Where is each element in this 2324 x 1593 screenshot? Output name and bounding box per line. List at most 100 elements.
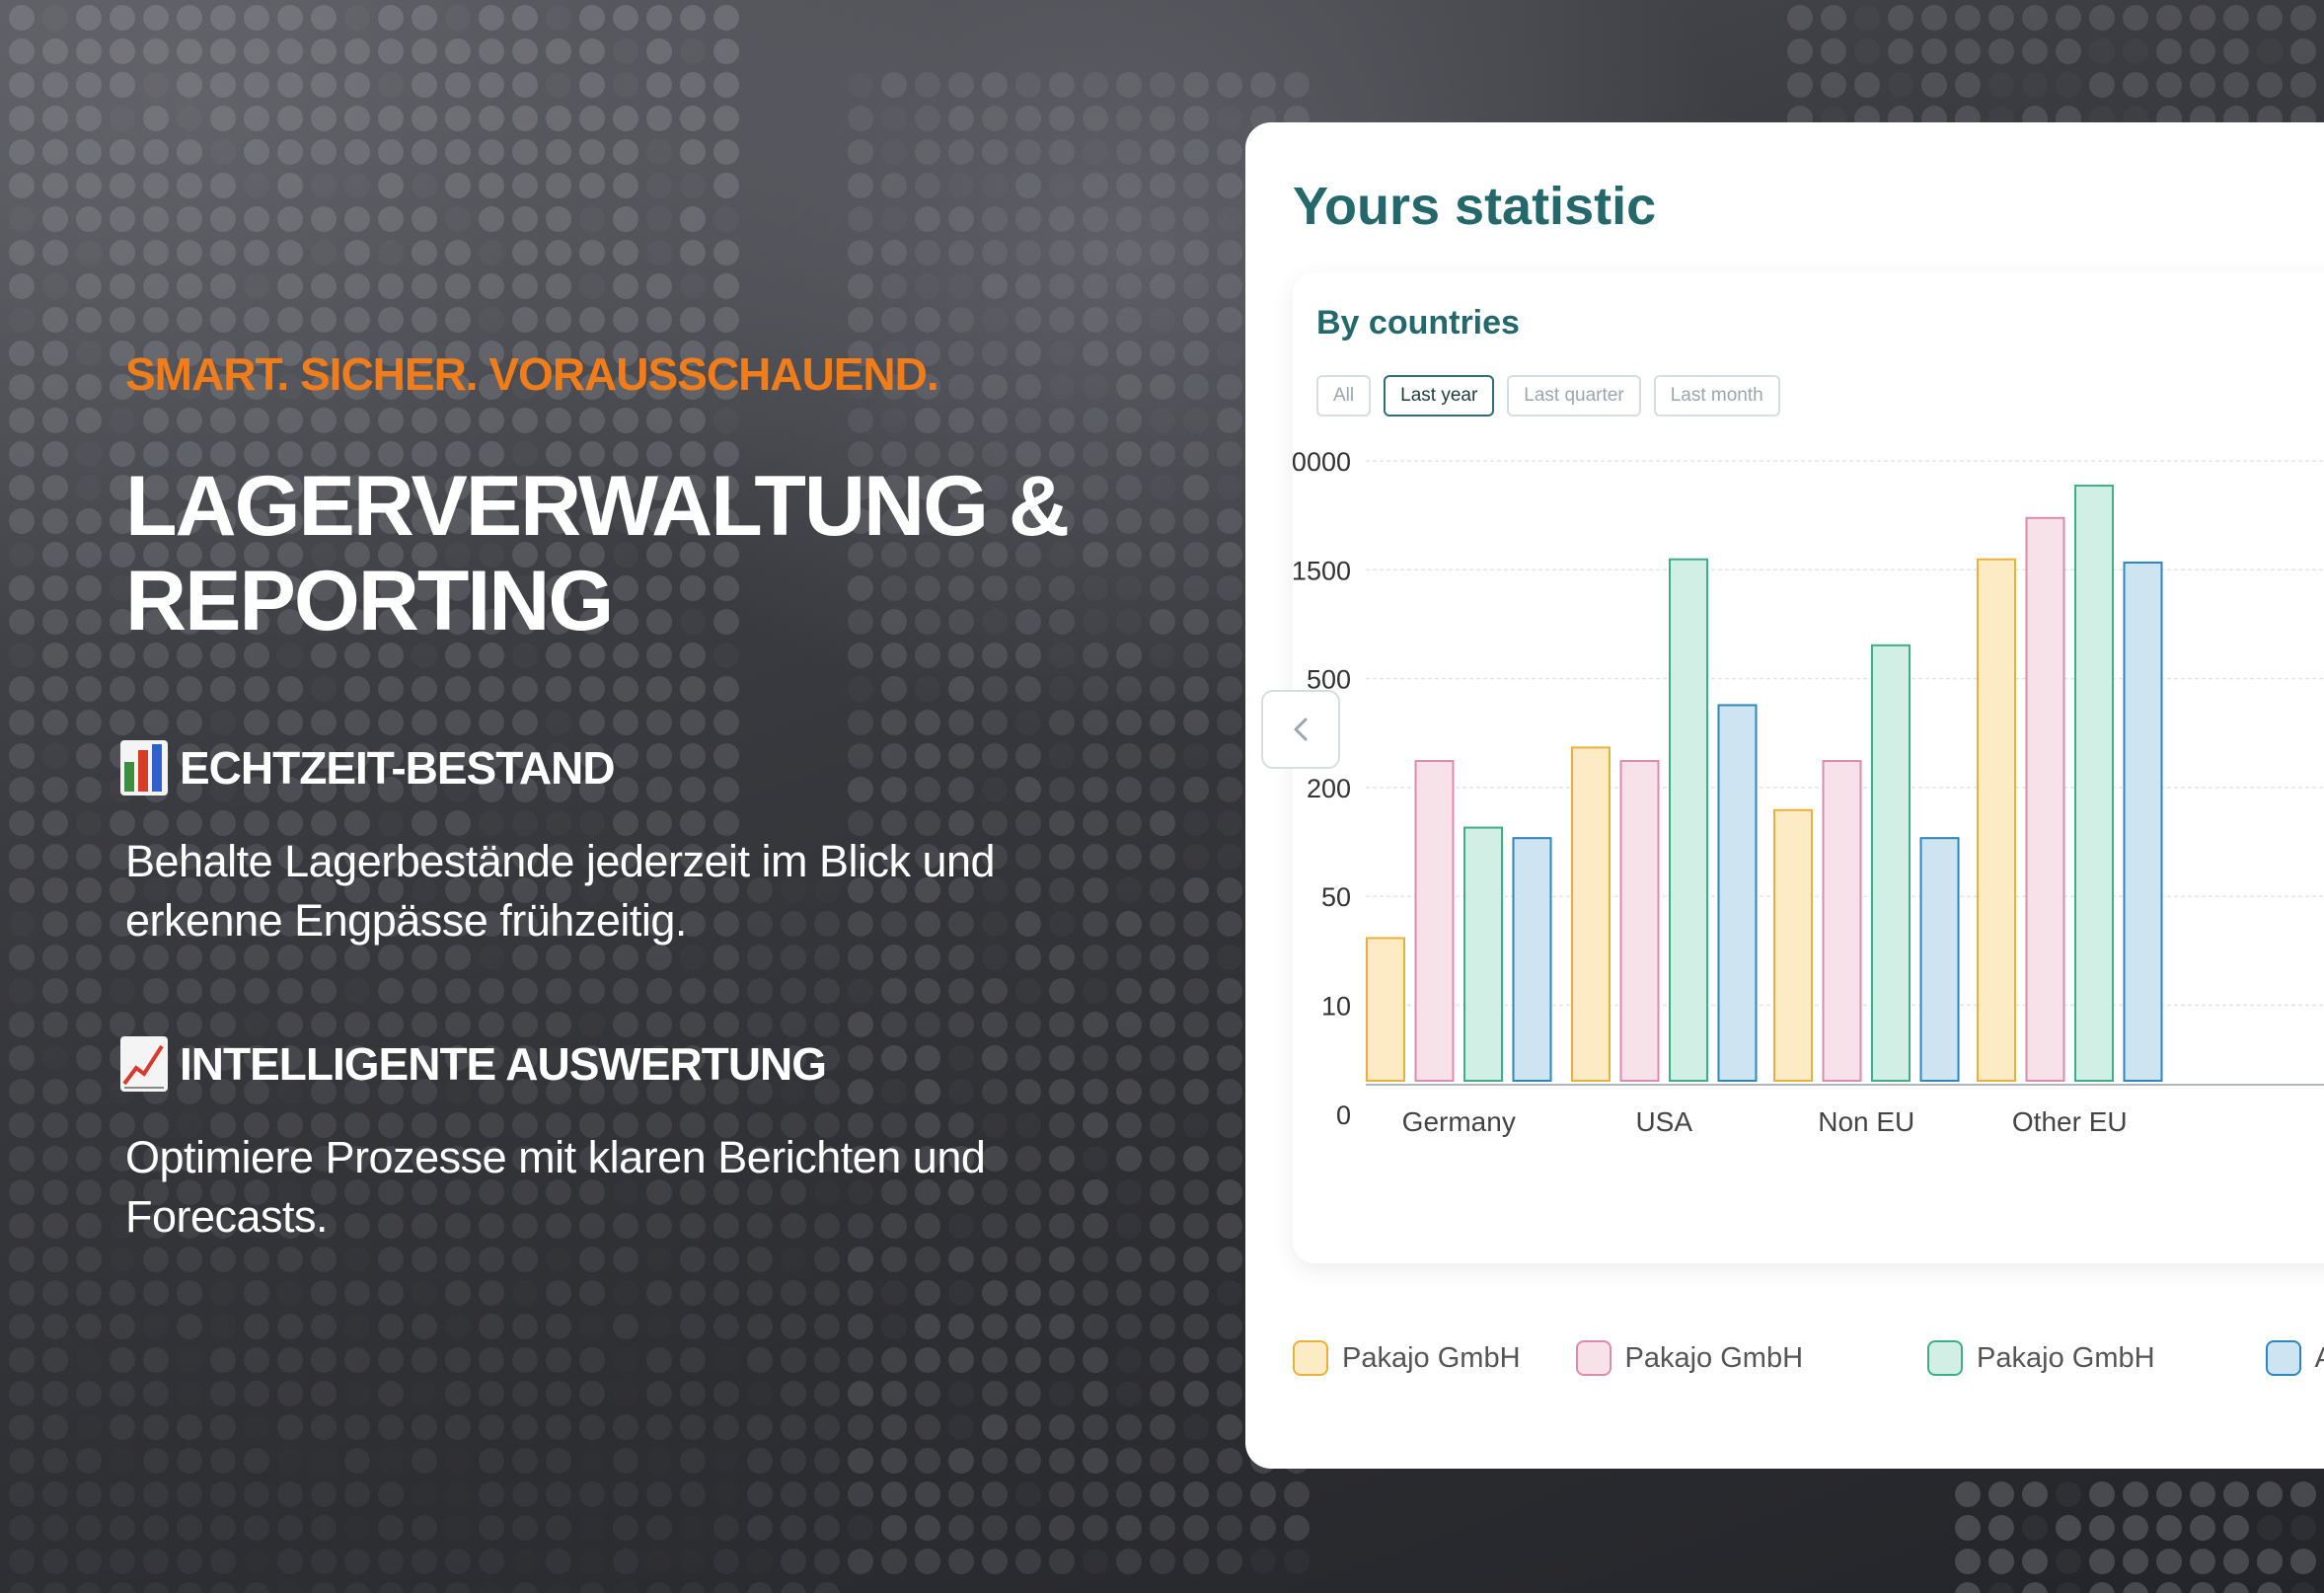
background-dot [915,743,940,769]
background-dot [1049,173,1075,198]
filter-last-month[interactable]: Last month [1653,375,1780,417]
background-dot [143,877,169,903]
filter-last-quarter[interactable]: Last quarter [1507,375,1641,417]
background-dot [713,1381,739,1406]
background-dot [244,978,269,1004]
background-dot [982,1549,1008,1574]
background-dot [1217,1112,1242,1138]
background-dot [1217,844,1242,870]
background-dot [76,575,102,601]
background-dot [1183,1012,1209,1037]
background-dot [546,1381,571,1406]
background-dot [9,408,35,433]
background-dot [210,1079,236,1104]
background-dot [982,1213,1008,1239]
background-dot [848,1012,873,1037]
background-dot [512,676,538,702]
background-dot [479,877,504,903]
background-dot [1116,139,1142,165]
background-dot [277,1280,303,1306]
background-dot [512,1314,538,1339]
background-dot [1083,173,1108,198]
background-dot [613,844,638,870]
card-title: Yours statistic [1293,177,1657,236]
background-dot [42,5,68,31]
background-dot [948,1515,974,1541]
background-dot [177,206,202,232]
background-dot [378,475,404,500]
background-dot [881,1314,907,1339]
background-dot [143,1179,169,1205]
background-dot [110,1247,135,1272]
background-dot [445,240,471,266]
background-dot [1116,1347,1142,1373]
background-dot [110,676,135,702]
background-dot [1083,1381,1108,1406]
background-dot [546,542,571,568]
background-dot [546,374,571,400]
background-dot [713,978,739,1004]
background-dot [110,173,135,198]
background-dot [1083,844,1108,870]
background-dot [311,72,337,98]
y-tick-label: 0 [1336,1100,1351,1130]
background-dot [512,609,538,635]
background-dot [277,575,303,601]
background-dot [713,441,739,467]
background-dot [915,206,940,232]
background-dot [311,1213,337,1239]
chart-prev-button[interactable] [1261,690,1340,769]
background-dot [277,1448,303,1474]
x-tick-label: Other EU [2012,1106,2128,1137]
background-dot [2022,1481,2048,1507]
background-dot [311,475,337,500]
background-dot [479,106,504,131]
background-dot [881,441,907,467]
background-dot [1116,1414,1142,1440]
background-dot [747,945,773,970]
background-dot [915,978,940,1004]
background-dot [311,307,337,333]
background-dot [311,1112,337,1138]
filter-last-year[interactable]: Last year [1384,375,1495,417]
background-dot [412,1012,437,1037]
background-dot [982,743,1008,769]
background-dot [210,307,236,333]
background-dot [110,475,135,500]
background-dot [1015,240,1041,266]
background-dot [512,1515,538,1541]
background-dot [1015,72,1041,98]
background-dot [848,273,873,299]
background-dot [110,810,135,836]
background-dot [915,173,940,198]
background-dot [2123,1582,2148,1593]
background-dot [378,643,404,668]
background-dot [277,1549,303,1574]
background-dot [680,1012,706,1037]
background-dot [747,1381,773,1406]
background-dot [9,1414,35,1440]
background-dot [344,1112,370,1138]
background-dot [1049,1448,1075,1474]
background-dot [1049,1515,1075,1541]
background-dot [881,173,907,198]
background-dot [848,1213,873,1239]
background-dot [1150,1347,1175,1373]
background-dot [680,1414,706,1440]
background-dot [210,1045,236,1071]
background-dot [244,844,269,870]
background-dot [244,1381,269,1406]
background-dot [881,542,907,568]
background-dot [579,1146,605,1172]
background-dot [814,1247,840,1272]
filter-all[interactable]: All [1316,375,1372,417]
background-dot [512,1481,538,1507]
background-dot [579,508,605,534]
background-dot [1116,810,1142,836]
background-dot [110,710,135,735]
background-dot [9,710,35,735]
background-dot [177,743,202,769]
background-dot [646,575,672,601]
background-dot [848,1045,873,1071]
background-dot [848,106,873,131]
